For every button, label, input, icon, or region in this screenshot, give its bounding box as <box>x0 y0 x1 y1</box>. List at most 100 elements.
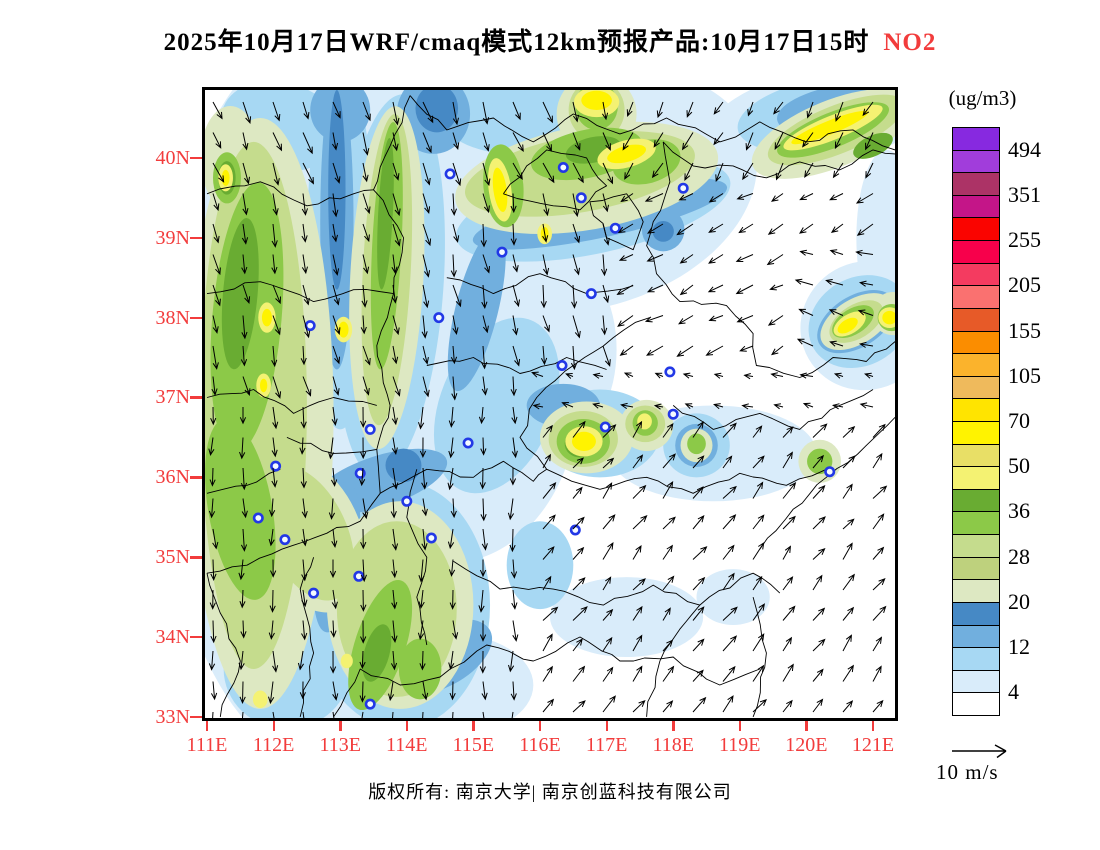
wind-vector-arrow <box>392 345 399 365</box>
wind-vector-arrow <box>392 193 401 217</box>
wind-vector-arrow <box>802 402 814 409</box>
wind-vector-arrow <box>722 635 738 652</box>
wind-vector-arrow <box>782 545 792 560</box>
wind-vector-arrow <box>542 101 553 124</box>
wind-vector-arrow <box>842 455 856 469</box>
city-marker <box>677 182 689 194</box>
province-boundary-line <box>379 460 547 494</box>
wind-vector-arrow <box>722 572 735 591</box>
province-boundary-line <box>646 604 701 717</box>
wind-vector-arrow <box>510 376 517 397</box>
wind-vector-arrow <box>571 284 578 309</box>
wind-vector-arrow <box>481 681 488 701</box>
wind-vector-arrow <box>722 665 736 682</box>
province-boundary-line <box>286 436 377 454</box>
wind-vector-arrow <box>421 681 429 701</box>
wind-vector-arrow <box>422 223 432 247</box>
wind-vector-arrow <box>602 514 616 530</box>
concentration-fill-blob <box>607 144 646 164</box>
concentration-fill-blob <box>652 220 674 242</box>
wind-vector-arrow <box>692 486 704 499</box>
wind-vector-arrow <box>829 340 844 347</box>
wind-vector-arrow <box>272 101 281 122</box>
province-boundary-line <box>206 468 281 494</box>
lon-axis-tick <box>339 721 342 731</box>
wind-vector-arrow <box>632 484 647 499</box>
wind-vector-arrow <box>359 467 366 487</box>
colorbar-cell <box>952 149 1000 174</box>
wind-vector-arrow <box>212 101 223 120</box>
concentration-fill-blob <box>259 378 268 393</box>
wind-vector-arrow <box>360 315 367 335</box>
wind-vector-arrow <box>301 193 308 216</box>
wind-vector-arrow <box>211 376 218 396</box>
wind-vector-arrow <box>208 650 216 671</box>
wind-vector-arrow <box>302 315 311 339</box>
wind-vector-arrow <box>804 162 814 178</box>
province-boundary-line <box>406 469 428 646</box>
wind-vector-arrow <box>301 223 308 243</box>
wind-vector-arrow <box>302 284 310 306</box>
city-marker <box>575 192 587 204</box>
wind-vector-arrow <box>271 467 278 488</box>
wind-vector-arrow <box>600 254 608 277</box>
wind-vector-arrow <box>272 162 280 186</box>
wind-vector-arrow <box>449 681 456 701</box>
wind-vector-arrow <box>240 467 248 491</box>
wind-vector-arrow <box>447 528 455 550</box>
colorbar-cell <box>952 194 1000 219</box>
wind-vector-arrow <box>572 665 586 682</box>
wind-vector-arrow <box>653 403 664 410</box>
wind-vector-arrow <box>391 528 399 551</box>
wind-vector-arrow <box>602 162 614 185</box>
wind-vector-arrow <box>872 578 886 591</box>
concentration-fill-blob <box>687 433 706 455</box>
wind-vector-arrow <box>332 345 340 365</box>
colorbar-cell <box>952 579 1000 603</box>
wind-vector-arrow <box>238 650 245 671</box>
wind-vector-arrow <box>713 132 724 146</box>
wind-vector-arrow <box>531 371 544 378</box>
wind-vector-arrow <box>855 249 874 257</box>
colorbar-cell <box>952 511 1000 536</box>
wind-vector-arrow <box>651 162 664 179</box>
lat-axis-tick <box>190 236 202 240</box>
wind-vector-arrow <box>480 223 487 248</box>
wind-vector-arrow <box>862 101 874 117</box>
wind-vector-arrow <box>662 480 674 499</box>
wind-vector-arrow <box>360 528 367 550</box>
wind-vector-arrow <box>422 162 431 186</box>
wind-vector-arrow <box>692 638 705 652</box>
wind-vector-arrow <box>301 620 308 641</box>
wind-vector-arrow <box>653 132 664 148</box>
wind-vector-arrow <box>646 254 664 262</box>
wind-vector-arrow <box>242 284 251 304</box>
wind-vector-arrow <box>361 284 368 308</box>
wind-vector-arrow <box>782 636 793 652</box>
wind-vector-arrow <box>452 620 459 640</box>
wind-vector-arrow <box>796 338 814 347</box>
wind-vector-arrow <box>831 403 844 410</box>
wind-vector-arrow <box>752 603 766 621</box>
map-frame <box>202 87 898 721</box>
wind-vector-arrow <box>209 589 216 610</box>
province-boundary-line <box>519 317 651 470</box>
wind-vector-arrow <box>632 665 643 682</box>
wind-vector-arrow <box>622 132 634 151</box>
wind-vector-arrow <box>392 376 401 397</box>
wind-vector-arrow <box>302 376 312 397</box>
wind-vector-arrow <box>617 315 634 327</box>
wind-vector-arrow <box>542 193 550 217</box>
wind-vector-arrow <box>835 101 844 122</box>
colorbar-tick-label: 105 <box>1008 362 1041 388</box>
wind-vector-arrow <box>872 452 883 469</box>
lon-axis-tick <box>605 721 608 731</box>
wind-vector-arrow <box>859 402 874 409</box>
wind-vector-arrow <box>743 373 754 380</box>
wind-vector-arrow <box>572 420 586 438</box>
colorbar-unit-label: (ug/m3) <box>948 86 1017 110</box>
wind-vector-arrow <box>708 223 724 233</box>
wind-vector-arrow <box>392 162 400 181</box>
wind-vector-arrow <box>268 681 275 705</box>
